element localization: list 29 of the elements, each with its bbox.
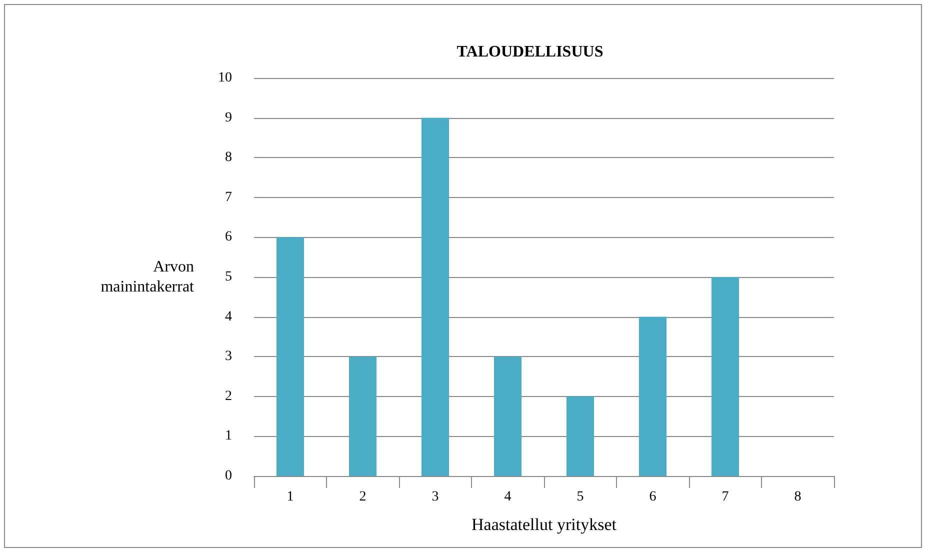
bar bbox=[348, 356, 377, 476]
bar bbox=[638, 316, 667, 476]
y-tick-label: 9 bbox=[225, 110, 232, 126]
bar bbox=[421, 118, 450, 476]
x-tick-label: 4 bbox=[504, 490, 512, 504]
x-tick-label: 3 bbox=[432, 490, 439, 504]
chart-title: TALOUDELLISUUS bbox=[456, 44, 604, 60]
y-tick-label: 0 bbox=[225, 468, 232, 484]
y-tick-label: 4 bbox=[225, 309, 232, 324]
x-tick-label: 8 bbox=[794, 490, 802, 504]
y-tick-label: 6 bbox=[225, 230, 232, 245]
bar bbox=[276, 237, 304, 476]
x-tick-label: 6 bbox=[649, 490, 656, 504]
x-tick-label: 1 bbox=[286, 490, 294, 504]
y-tick-label: 2 bbox=[225, 388, 232, 404]
y-tick-label: 7 bbox=[225, 190, 232, 205]
y-tick-label: 10 bbox=[218, 70, 232, 86]
y-tick-label: 8 bbox=[225, 150, 232, 166]
y-tick-label: 3 bbox=[225, 349, 232, 364]
bar bbox=[711, 277, 740, 476]
y-tick-label: 5 bbox=[225, 270, 232, 284]
x-axis-title: Haastatellut yritykset bbox=[472, 515, 617, 534]
x-tick-label: 7 bbox=[722, 490, 729, 504]
bar bbox=[494, 356, 522, 476]
x-tick-label: 5 bbox=[576, 490, 584, 504]
x-tick-label: 2 bbox=[359, 490, 366, 504]
bar bbox=[566, 396, 594, 476]
y-tick-label: 1 bbox=[225, 428, 232, 444]
y-axis-title: Arvon mainintakerrat bbox=[100, 258, 195, 296]
